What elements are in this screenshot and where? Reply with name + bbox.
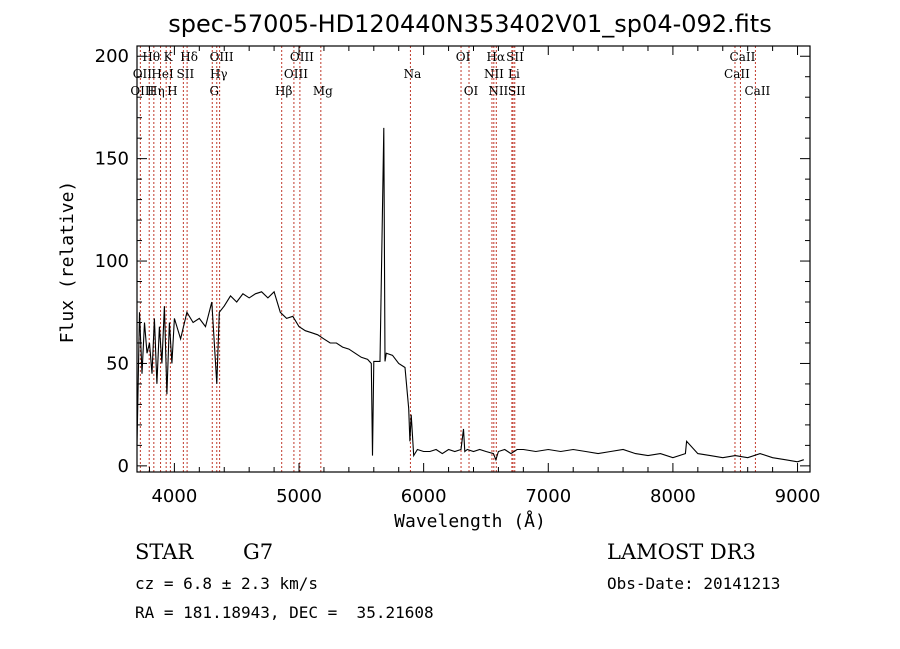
y-tick-label: 0: [118, 456, 129, 477]
line-label: OII: [133, 67, 153, 81]
emission-line-markers: [139, 46, 756, 472]
line-label: Na: [404, 67, 422, 81]
line-label: K: [164, 50, 174, 64]
line-label: OIII: [290, 50, 314, 64]
line-label: Hα: [487, 50, 506, 64]
line-label: Hδ: [180, 50, 198, 64]
line-label: SII: [177, 67, 195, 81]
chart-title: spec-57005-HD120440N353402V01_sp04-092.f…: [168, 10, 771, 38]
line-label: Hγ: [210, 67, 228, 81]
y-axis-label: Flux (relative): [57, 181, 78, 344]
observation-date: Obs-Date: 20141213: [607, 574, 781, 593]
x-tick-label: 5000: [276, 486, 322, 507]
line-label: OI: [456, 50, 471, 64]
line-label: SII: [508, 84, 526, 98]
line-label: NII: [488, 84, 508, 98]
x-tick-label: 4000: [151, 486, 197, 507]
x-axis-label: Wavelength (Å): [394, 510, 546, 532]
y-tick-label: 100: [95, 251, 129, 272]
x-tick-label: 8000: [650, 486, 696, 507]
survey-name: LAMOST DR3: [607, 540, 756, 564]
spectrum-line: [136, 127, 804, 463]
line-label: Mg: [313, 84, 333, 98]
x-tick-label: 9000: [775, 486, 821, 507]
line-label: CaII: [744, 84, 770, 98]
line-label: CaII: [730, 50, 756, 64]
line-label: G: [209, 84, 219, 98]
x-tick-label: 6000: [401, 486, 447, 507]
line-label: H: [167, 84, 177, 98]
line-label: HeI: [151, 67, 174, 81]
coordinates: RA = 181.18943, DEC = 35.21608: [135, 603, 434, 622]
object-subclass: G7: [243, 540, 274, 564]
y-axis-ticks: 0 50 100 150 200: [95, 46, 810, 477]
line-label: Hθ: [142, 50, 160, 64]
line-label: Li: [508, 67, 520, 81]
line-label: SII: [506, 50, 524, 64]
line-label: OIII: [284, 67, 308, 81]
y-tick-label: 50: [106, 353, 129, 374]
line-label: NII: [484, 67, 504, 81]
x-axis-ticks: 4000 5000 6000 7000 8000 9000: [148, 46, 821, 507]
line-label: Hβ: [275, 84, 292, 98]
line-label: CaII: [724, 67, 750, 81]
plot-frame: [136, 45, 811, 473]
line-label: OI: [464, 84, 479, 98]
y-tick-label: 200: [95, 46, 129, 67]
x-tick-label: 7000: [525, 486, 571, 507]
line-label: Hη: [147, 84, 165, 98]
y-tick-label: 150: [95, 149, 129, 170]
redshift-value: cz = 6.8 ± 2.3 km/s: [135, 574, 319, 593]
line-label: OIII: [210, 50, 234, 64]
object-class: STAR: [135, 540, 194, 564]
